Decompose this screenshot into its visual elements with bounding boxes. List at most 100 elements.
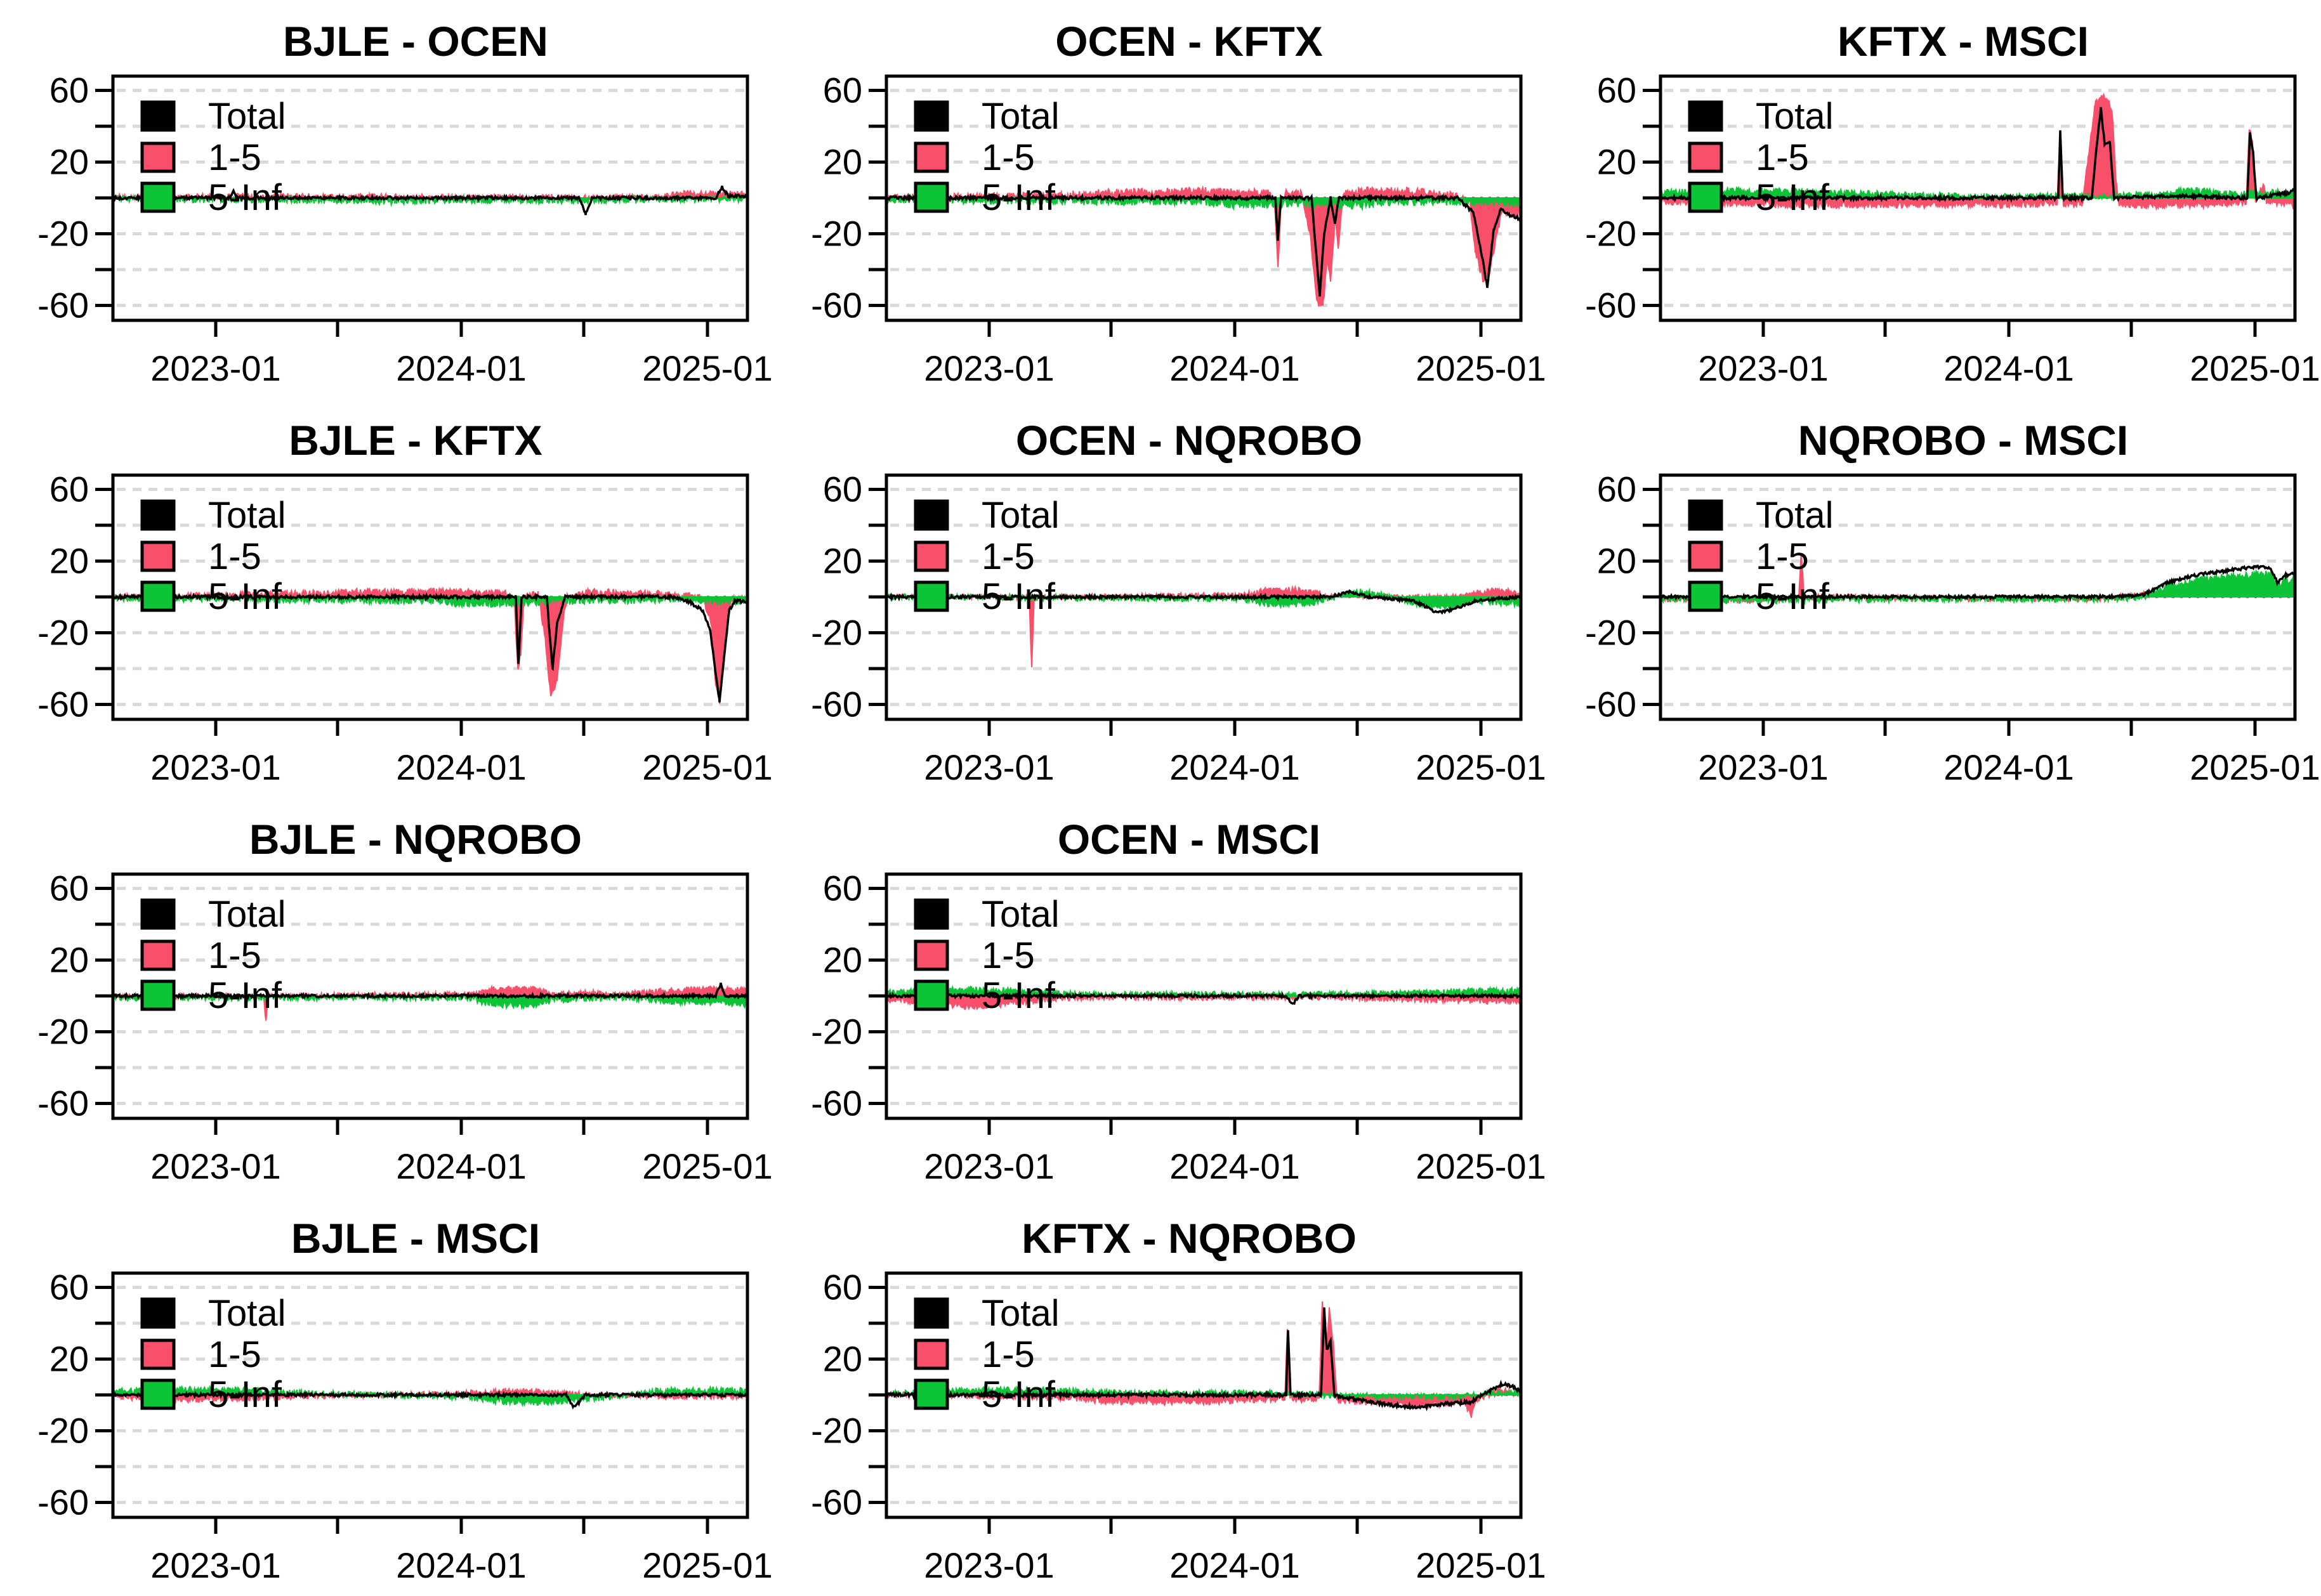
panel-title: OCEN - NQROBO [1016,417,1362,464]
y-axis-label: -60 [1585,684,1636,724]
chart-panel-kftx-nqrobo: KFTX - NQROBO 60 20 -20 -60 2023-01 2024-01 202… [773,1197,1547,1596]
x-axis-label: 2025-01 [2190,348,2320,388]
y-axis-label: 20 [823,1339,862,1379]
y-axis-label: 20 [823,142,862,182]
panel-svg: BJLE - OCEN 60 20 -20 -60 2023-01 2024-01 2025-… [37,18,773,388]
legend-swatch-1-5 [914,1338,949,1370]
y-axis-label: -20 [811,213,862,253]
chart-panel-ocen-msci: OCEN - MSCI 60 20 -20 -60 2023-01 2024-01 2025-… [773,798,1547,1197]
x-axis-label: 2024-01 [1170,1146,1300,1186]
legend-label: 1-5 [982,936,1035,976]
x-axis: 2023-01 2024-01 2025-01 [924,1517,1546,1585]
panel-title: NQROBO - MSCI [1798,417,2128,464]
legend-swatch-5-inf [1688,181,1723,213]
panel-title: BJLE - OCEN [283,18,548,65]
series-group [1660,554,2295,606]
legend-label: 1-5 [1756,537,1809,577]
legend-swatch-1-5 [140,141,176,173]
series-group [112,586,747,704]
legend-swatch-1-5 [1688,540,1723,572]
x-axis-label: 2023-01 [924,1146,1055,1186]
x-axis-label: 2023-01 [1698,348,1828,388]
legend-swatch-total [1688,499,1723,531]
legend-label: 5-Inf [1756,577,1830,617]
series-line-Total [112,1390,747,1410]
y-axis-label: -60 [1585,285,1636,325]
legend-swatch-1-5 [914,540,949,572]
legend-label: 5-Inf [208,577,282,617]
y-axis-label: 20 [823,940,862,980]
x-axis-label: 2025-01 [642,348,772,388]
y-axis-label: -60 [811,285,862,325]
series-group [886,1301,1522,1418]
x-axis: 2023-01 2024-01 2025-01 [1698,719,2320,787]
y-axis: 60 20 -20 -60 [37,1267,113,1522]
panel-svg: BJLE - KFTX 60 20 -20 -60 2023-01 2024-01 2025-… [37,417,773,787]
legend-label: Total [1756,96,1833,137]
y-axis-label: 20 [1596,142,1636,182]
x-axis-label: 2024-01 [396,348,526,388]
legend-swatch-total [914,898,949,930]
series-line-Total [1660,565,2295,602]
chart-panel-nqrobo-msci: NQROBO - MSCI 60 20 -20 -60 2023-01 2024-01 202… [1548,399,2321,798]
plot-border [1659,473,2297,721]
panel-svg: KFTX - MSCI 60 20 -20 -60 2023-01 2024-01 2025-… [1585,18,2320,388]
series-group [112,185,747,216]
legend-label: 1-5 [208,537,261,577]
x-axis: 2023-01 2024-01 2025-01 [924,719,1546,787]
plot-border [1659,74,2297,322]
y-axis-label: 60 [49,868,89,908]
y-axis-label: 60 [823,1267,862,1307]
x-axis-label: 2023-01 [924,747,1055,787]
x-axis-label: 2024-01 [1170,348,1300,388]
x-axis-label: 2024-01 [1943,348,2074,388]
legend-swatch-1-5 [140,540,176,572]
series-line-Total [886,192,1522,297]
series-line-Total [112,592,747,703]
legend-label: 5-Inf [208,1375,282,1415]
y-axis: 60 20 -20 -60 [811,70,887,325]
x-axis-label: 2025-01 [1416,747,1546,787]
legend-swatch-total [140,499,176,531]
plot-border [884,1271,1523,1519]
legend-label: 1-5 [982,537,1035,577]
legend-swatch-total [1688,100,1723,132]
y-axis-label: 60 [823,868,862,908]
x-axis-label: 2024-01 [396,1146,526,1186]
x-axis-label: 2024-01 [1943,747,2074,787]
panel-title: OCEN - KFTX [1056,18,1324,65]
y-axis-label: 60 [823,469,862,509]
x-axis-label: 2024-01 [1170,1545,1300,1585]
y-axis: 60 20 -20 -60 [811,868,887,1123]
legend-label: Total [982,495,1059,536]
legend-label: 1-5 [982,138,1035,178]
series-group [886,185,1522,307]
legend-swatch-5-inf [914,1378,949,1410]
legend-swatch-5-inf [914,580,949,612]
y-axis-label: 60 [1596,70,1636,110]
chart-panel-bjle-msci: BJLE - MSCI 60 20 -20 -60 2023-01 2024-01 2025-… [0,1197,773,1596]
legend-swatch-total [140,898,176,930]
x-axis-label: 2025-01 [642,1146,772,1186]
x-axis-label: 2023-01 [924,348,1055,388]
chart-panel-kftx-msci: KFTX - MSCI 60 20 -20 -60 2023-01 2024-01 2025-… [1548,0,2321,399]
y-axis-label: -20 [37,1410,89,1450]
y-axis-label: 60 [49,1267,89,1307]
x-axis-label: 2024-01 [396,1545,526,1585]
legend-swatch-1-5 [914,939,949,971]
legend-label: Total [982,894,1059,935]
plot-border [884,473,1523,721]
x-axis: 2023-01 2024-01 2025-01 [924,320,1546,388]
y-axis-label: -20 [811,1011,862,1051]
y-axis-label: -20 [811,612,862,652]
y-axis-label: 20 [1596,541,1636,581]
x-axis-label: 2024-01 [1170,747,1300,787]
y-axis-label: 20 [49,142,89,182]
y-axis-label: -20 [37,1011,89,1051]
